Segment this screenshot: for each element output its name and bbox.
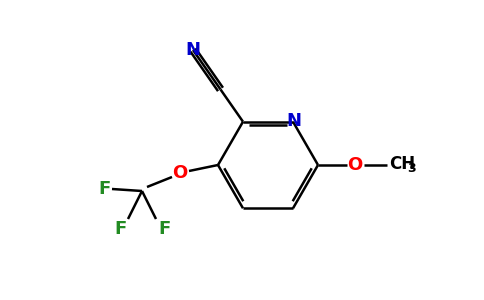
Text: 3: 3 (407, 163, 416, 176)
Text: N: N (287, 112, 302, 130)
Text: F: F (98, 180, 110, 198)
Text: N: N (185, 41, 200, 59)
Text: O: O (172, 164, 188, 182)
Text: O: O (348, 156, 363, 174)
Text: F: F (158, 220, 170, 238)
Text: CH: CH (389, 155, 415, 173)
Text: F: F (114, 220, 126, 238)
